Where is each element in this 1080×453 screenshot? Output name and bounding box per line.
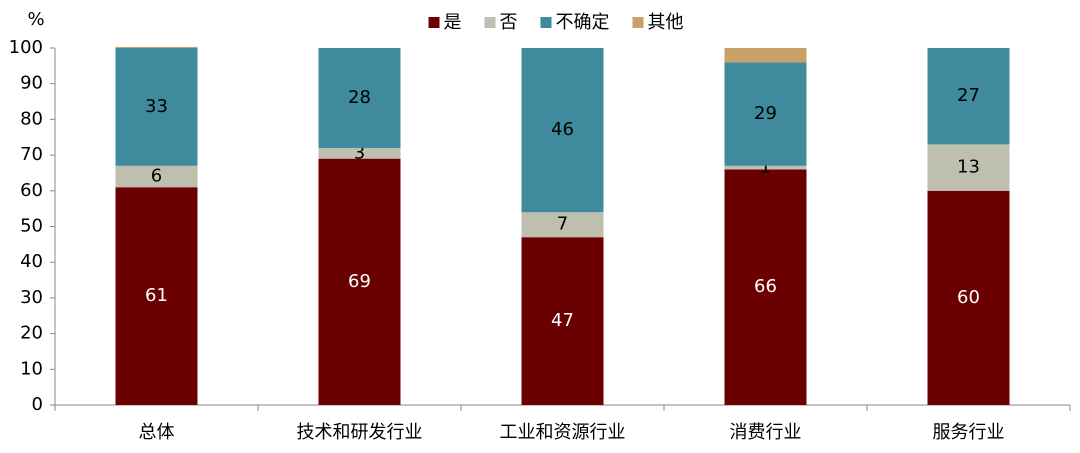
data-label: 33 (145, 96, 168, 117)
data-label: 66 (754, 276, 777, 297)
bar-segment (115, 187, 198, 405)
y-tick-label: 90 (20, 73, 43, 94)
data-label: 7 (557, 214, 568, 235)
data-label: 60 (957, 287, 980, 308)
data-label: 69 (348, 271, 371, 292)
bar-segment (115, 46, 198, 48)
legend-label: 否 (500, 12, 518, 33)
y-tick-label: 80 (20, 108, 43, 129)
legend-label: 不确定 (556, 12, 610, 33)
x-tick-label: 技术和研发行业 (297, 422, 423, 443)
legend-swatch (632, 17, 644, 28)
bar-segment (724, 169, 807, 405)
y-tick-label: 60 (20, 180, 43, 201)
x-tick-label: 工业和资源行业 (500, 422, 626, 443)
y-tick-label: 20 (20, 323, 43, 344)
x-tick-label: 总体 (139, 422, 175, 443)
x-tick-label: 服务行业 (933, 422, 1005, 443)
data-label: 47 (551, 310, 574, 331)
bar-segment (927, 48, 1010, 145)
y-tick-label: 70 (20, 144, 43, 165)
bar-segment (521, 212, 604, 238)
legend-label: 是 (444, 12, 462, 33)
bar-segment (318, 48, 401, 148)
y-tick-label: 10 (20, 358, 43, 379)
bar-segment (521, 48, 604, 213)
y-tick-label: 100 (9, 37, 43, 58)
data-label: 29 (754, 103, 777, 124)
bar-segment (318, 158, 401, 405)
data-label: 46 (551, 119, 574, 140)
data-label: 61 (145, 285, 168, 306)
bar-segment (115, 48, 198, 166)
bar-segment (927, 190, 1010, 405)
data-label: 1 (760, 157, 771, 178)
data-label: 13 (957, 157, 980, 178)
bar-segment (927, 144, 1010, 191)
legend-label: 其他 (648, 12, 684, 33)
y-tick-label: 40 (20, 251, 43, 272)
data-label: 28 (348, 87, 371, 108)
bar-segment (724, 165, 807, 170)
legend-swatch (540, 17, 552, 28)
y-axis-label: % (27, 9, 44, 30)
bar-segment (115, 165, 198, 188)
bar-segment (318, 147, 401, 159)
bar-segment (724, 62, 807, 166)
bar-segment (724, 48, 807, 63)
data-label: 6 (151, 166, 162, 187)
data-label: 27 (957, 85, 980, 106)
data-label: 3 (354, 142, 365, 163)
bar-segment (521, 237, 604, 405)
x-tick-label: 消费行业 (730, 422, 802, 443)
y-tick-label: 0 (32, 394, 43, 415)
legend-swatch (428, 17, 440, 28)
y-tick-label: 30 (20, 287, 43, 308)
legend-swatch (484, 17, 496, 28)
y-tick-label: 50 (20, 216, 43, 237)
